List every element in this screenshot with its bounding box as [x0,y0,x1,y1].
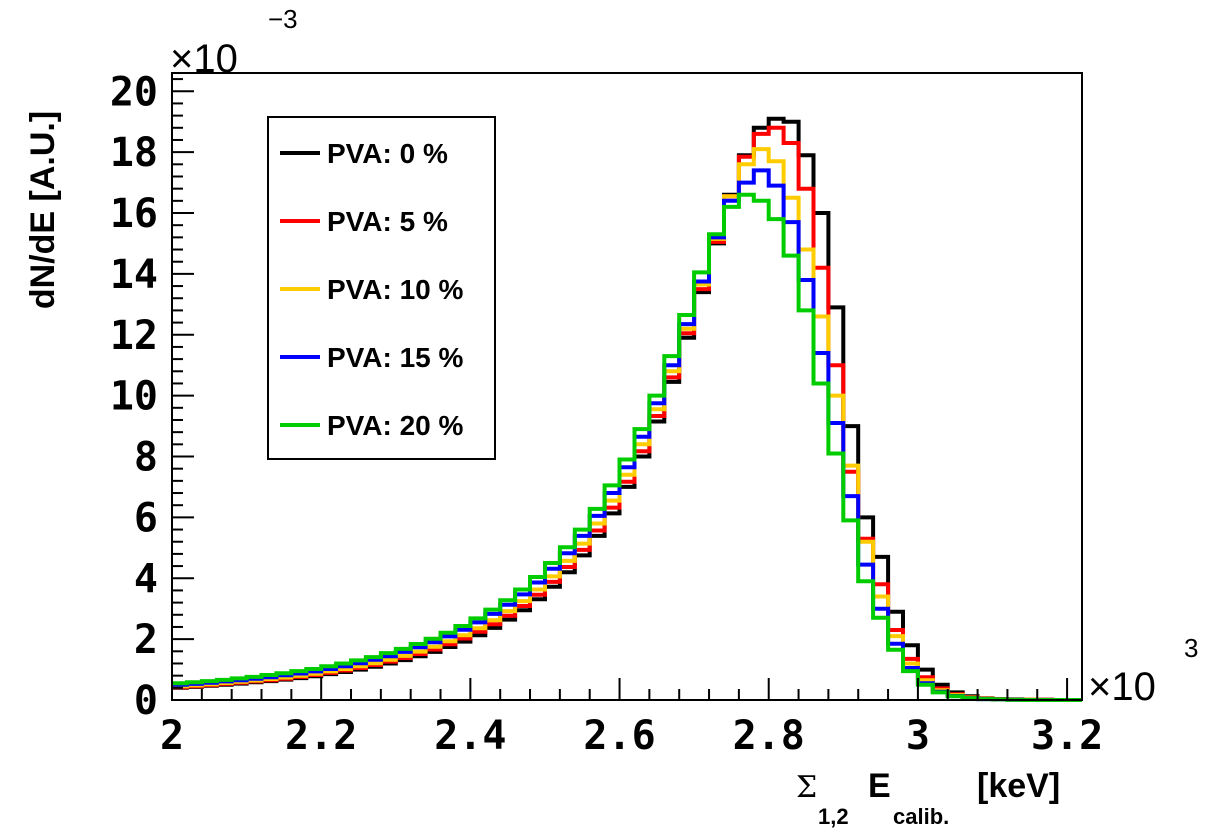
legend-label-1: PVA: 5 % [327,206,448,237]
x-tick-label: 3 [906,713,930,759]
axis-layer: 2 2.2 2.4 2.6 2.8 3 3.202468101214161820×10−3×… [110,4,1199,759]
y-axis-title: dN/dE [A.U.] [24,111,62,309]
plot-frame [171,72,1083,701]
y-exponent-label: ×10 [170,37,238,81]
y-tick-label: 16 [110,191,158,237]
y-tick-label: 4 [134,556,158,602]
legend-label-2: PVA: 10 % [327,274,464,305]
x-tick-label: 2.2 [285,713,357,759]
legend-label-4: PVA: 20 % [327,410,464,441]
series-line-4 [172,192,1082,702]
x-axis-title-main-sub: calib. [893,804,949,829]
x-axis-title-symbol: Σ [796,770,817,805]
x-exponent-label: ×10 [1088,665,1156,709]
x-axis-title-main: E [868,767,891,805]
y-tick-label: 10 [110,374,158,420]
series-layer [172,116,1082,702]
y-tick-label: 2 [134,617,158,663]
y-tick-label: 8 [134,435,158,481]
y-tick-label: 6 [134,495,158,541]
y-exponent-power: −3 [268,4,298,34]
x-tick-label: 2.4 [434,713,506,759]
x-exponent-power: 3 [1184,633,1198,663]
y-tick-label: 18 [110,130,158,176]
legend-label-3: PVA: 15 % [327,342,464,373]
legend-label-0: PVA: 0 % [327,138,448,169]
x-tick-label: 2.6 [583,713,655,759]
y-tick-label: 20 [110,69,158,115]
y-tick-label: 14 [110,252,158,298]
x-axis-title-symbol-sub: 1,2 [818,804,849,829]
y-tick-label: 0 [134,678,158,724]
x-tick-label: 3.2 [1031,713,1103,759]
legend: PVA: 0 % PVA: 5 % PVA: 10 % PVA: 15 % PVA: 2… [267,116,496,460]
x-tick-label: 2.8 [733,713,805,759]
y-tick-label: 12 [110,313,158,359]
x-axis-title-unit: [keV] [977,767,1060,805]
x-tick-label: 2 [160,713,184,759]
